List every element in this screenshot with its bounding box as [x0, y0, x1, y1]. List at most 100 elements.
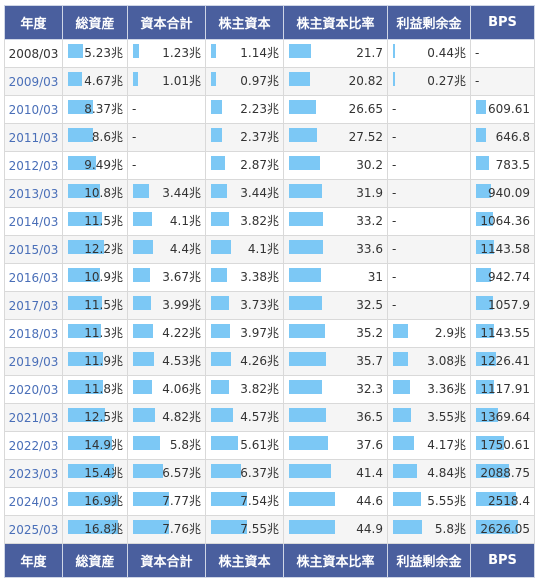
- total-capital-value: 6.57兆: [162, 466, 201, 480]
- year-link[interactable]: 2018/03: [8, 326, 59, 341]
- equity-ratio-bar: [289, 128, 317, 142]
- year-cell[interactable]: 2011/03: [4, 123, 63, 152]
- year-link[interactable]: 2019/03: [8, 354, 59, 369]
- table-row: 2020/03 11.8兆 4.06兆 3.82兆 32.3 3.36兆 1117.91: [4, 375, 535, 404]
- year-cell[interactable]: 2010/03: [4, 95, 63, 124]
- year-cell[interactable]: 2018/03: [4, 319, 63, 348]
- equity-ratio-cell: 31.9: [283, 179, 388, 208]
- shareholders-equity-value: 5.61兆: [240, 438, 279, 452]
- bps-cell: 609.61: [470, 95, 535, 124]
- bps-bar: [476, 100, 486, 114]
- year-link[interactable]: 2022/03: [8, 438, 59, 453]
- year-cell[interactable]: 2017/03: [4, 291, 63, 320]
- bps-cell: 1117.91: [470, 375, 535, 404]
- year-cell[interactable]: 2012/03: [4, 151, 63, 180]
- total-assets-cell: 8.37兆: [62, 95, 128, 124]
- year-cell[interactable]: 2016/03: [4, 263, 63, 292]
- shareholders-equity-bar: [211, 436, 238, 450]
- equity-ratio-value: 30.2: [356, 158, 383, 172]
- year-link[interactable]: 2024/03: [8, 494, 59, 509]
- shareholders-equity-value: 2.23兆: [240, 102, 279, 116]
- retained-earnings-empty: -: [392, 130, 397, 144]
- year-link[interactable]: 2009/03: [8, 74, 59, 89]
- total-assets-value: 16.9兆: [84, 494, 123, 508]
- year-link[interactable]: 2010/03: [8, 102, 59, 117]
- total-capital-value: 4.1兆: [169, 214, 201, 228]
- year-link[interactable]: 2014/03: [8, 214, 59, 229]
- shareholders-equity-value: 2.37兆: [240, 130, 279, 144]
- year-cell[interactable]: 2020/03: [4, 375, 63, 404]
- equity-ratio-value: 37.6: [356, 438, 383, 452]
- footer-total-assets: 総資産: [62, 543, 128, 578]
- retained-earnings-value: 0.44兆: [427, 46, 466, 60]
- shareholders-equity-bar: [211, 268, 227, 282]
- year-cell[interactable]: 2015/03: [4, 235, 63, 264]
- retained-earnings-cell: -: [387, 95, 471, 124]
- total-assets-value: 5.23兆: [84, 46, 123, 60]
- year-link[interactable]: 2012/03: [8, 158, 59, 173]
- year-cell[interactable]: 2023/03: [4, 459, 63, 488]
- equity-ratio-cell: 26.65: [283, 95, 388, 124]
- retained-earnings-empty: -: [392, 214, 397, 228]
- retained-earnings-cell: 3.36兆: [387, 375, 471, 404]
- retained-earnings-bar: [393, 352, 408, 366]
- retained-earnings-bar: [393, 44, 395, 58]
- bps-bar: [476, 240, 494, 254]
- year-cell[interactable]: 2019/03: [4, 347, 63, 376]
- total-assets-cell: 11.5兆: [62, 207, 128, 236]
- year-link[interactable]: 2016/03: [8, 270, 59, 285]
- year-link[interactable]: 2015/03: [8, 242, 59, 257]
- total-assets-value: 12.5兆: [84, 410, 123, 424]
- shareholders-equity-bar: [211, 44, 216, 58]
- year-link[interactable]: 2021/03: [8, 410, 59, 425]
- year-cell: 2008/03: [4, 39, 63, 68]
- bps-cell: 1057.9: [470, 291, 535, 320]
- year-link[interactable]: 2013/03: [8, 186, 59, 201]
- total-assets-bar: [68, 296, 102, 310]
- total-assets-bar: [68, 240, 104, 254]
- total-assets-bar: [68, 380, 103, 394]
- shareholders-equity-cell: 0.97兆: [205, 67, 284, 96]
- year-cell[interactable]: 2014/03: [4, 207, 63, 236]
- shareholders-equity-value: 3.73兆: [240, 298, 279, 312]
- year-cell[interactable]: 2013/03: [4, 179, 63, 208]
- retained-earnings-cell: -: [387, 151, 471, 180]
- total-capital-bar: [133, 72, 138, 86]
- total-assets-value: 11.9兆: [84, 354, 123, 368]
- year-link[interactable]: 2023/03: [8, 466, 59, 481]
- retained-earnings-empty: -: [392, 186, 397, 200]
- equity-ratio-value: 32.3: [356, 382, 383, 396]
- year-cell[interactable]: 2021/03: [4, 403, 63, 432]
- total-capital-empty: -: [132, 158, 137, 172]
- year-cell[interactable]: 2025/03: [4, 515, 63, 544]
- equity-ratio-bar: [289, 324, 325, 338]
- shareholders-equity-bar: [211, 492, 247, 506]
- table-row: 2011/03 8.6兆 -2.37兆 27.52-646.8: [4, 123, 535, 152]
- year-cell[interactable]: 2009/03: [4, 67, 63, 96]
- equity-ratio-value: 27.52: [348, 130, 383, 144]
- equity-ratio-bar: [289, 184, 322, 198]
- shareholders-equity-bar: [211, 408, 233, 422]
- total-capital-cell: -: [127, 95, 206, 124]
- retained-earnings-value: 0.27兆: [427, 74, 466, 88]
- year-link[interactable]: 2020/03: [8, 382, 59, 397]
- header-total-capital: 資本合計: [127, 5, 206, 40]
- year-link[interactable]: 2025/03: [8, 522, 59, 537]
- table-row: 2010/03 8.37兆 -2.23兆 26.65-609.61: [4, 95, 535, 124]
- total-capital-cell: 3.44兆: [127, 179, 206, 208]
- year-cell[interactable]: 2022/03: [4, 431, 63, 460]
- equity-ratio-cell: 44.9: [283, 515, 388, 544]
- equity-ratio-cell: 33.2: [283, 207, 388, 236]
- retained-earnings-bar: [393, 520, 422, 534]
- total-capital-bar: [133, 184, 149, 198]
- year-link[interactable]: 2017/03: [8, 298, 59, 313]
- year-link[interactable]: 2011/03: [8, 130, 59, 145]
- retained-earnings-value: 3.08兆: [427, 354, 466, 368]
- shareholders-equity-bar: [211, 296, 229, 310]
- shareholders-equity-cell: 4.26兆: [205, 347, 284, 376]
- bps-value: 1064.36: [480, 214, 530, 228]
- year-cell[interactable]: 2024/03: [4, 487, 63, 516]
- footer-equity-ratio: 株主資本比率: [283, 543, 388, 578]
- equity-ratio-value: 31: [367, 270, 383, 284]
- bps-value: 1369.64: [480, 410, 530, 424]
